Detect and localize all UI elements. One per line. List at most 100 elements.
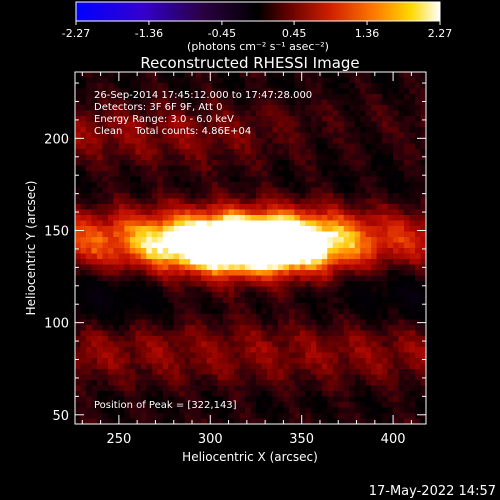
heatmap-cell [80, 407, 87, 414]
heatmap-cell [398, 182, 405, 189]
heatmap-cell [75, 160, 82, 167]
heatmap-cell [91, 187, 98, 194]
heatmap-cell [305, 286, 312, 293]
heatmap-cell [135, 374, 142, 381]
heatmap-cell [168, 369, 175, 376]
heatmap-cell [107, 380, 114, 387]
heatmap-cell [349, 237, 356, 244]
heatmap-cell [332, 149, 339, 156]
heatmap-cell [332, 325, 339, 332]
heatmap-cell [217, 380, 224, 387]
heatmap-cell [206, 105, 213, 112]
heatmap-cell [250, 292, 257, 299]
heatmap-cell [420, 314, 426, 321]
heatmap-cell [371, 226, 378, 233]
heatmap-cell [201, 385, 208, 392]
heatmap-cell [91, 314, 98, 321]
heatmap-cell [404, 138, 411, 145]
heatmap-cell [360, 127, 367, 134]
heatmap-cell [179, 154, 186, 161]
heatmap-cell [294, 286, 301, 293]
heatmap-cell [140, 380, 147, 387]
heatmap-cell [250, 418, 257, 424]
heatmap-cell [113, 165, 120, 172]
heatmap-cell [398, 215, 405, 222]
heatmap-cell [250, 121, 257, 128]
heatmap-cell [365, 402, 372, 409]
heatmap-cell [162, 88, 169, 95]
heatmap-cell [250, 391, 257, 398]
heatmap-cell [173, 187, 180, 194]
heatmap-cell [332, 248, 339, 255]
heatmap-cell [223, 198, 230, 205]
heatmap-cell [124, 292, 131, 299]
heatmap-cell [404, 72, 411, 79]
heatmap-cell [179, 281, 186, 288]
heatmap-cell [255, 314, 263, 321]
heatmap-cell [96, 88, 104, 95]
heatmap-cell [393, 330, 400, 337]
heatmap-cell [80, 127, 87, 134]
heatmap-cell [146, 270, 153, 277]
heatmap-cell [409, 215, 416, 222]
heatmap-cell [277, 341, 284, 348]
heatmap-cell [283, 99, 290, 106]
heatmap-cell [195, 264, 202, 271]
heatmap-cell [206, 319, 213, 326]
heatmap-cell [124, 77, 131, 84]
colorbar-tick-label: -2.27 [62, 27, 90, 40]
heatmap-cell [398, 165, 405, 172]
heatmap-cell [283, 363, 290, 370]
heatmap-cell [288, 369, 295, 376]
heatmap-cell [239, 380, 246, 387]
heatmap-cell [206, 226, 213, 233]
heatmap-cell [261, 352, 268, 359]
heatmap-cell [96, 253, 104, 260]
heatmap-cell [387, 259, 394, 266]
heatmap-cell [80, 336, 87, 343]
heatmap-cell [305, 182, 312, 189]
heatmap-cell [321, 303, 328, 310]
heatmap-cell [371, 248, 378, 255]
heatmap-cell [382, 358, 389, 365]
heatmap-cell [305, 253, 312, 260]
heatmap-cell [415, 165, 422, 172]
heatmap-cell [135, 220, 142, 227]
heatmap-cell [338, 165, 345, 172]
heatmap-cell [129, 176, 136, 183]
heatmap-cell [266, 231, 274, 238]
heatmap-cell [162, 336, 169, 343]
heatmap-cell [360, 314, 367, 321]
heatmap-cell [316, 209, 323, 216]
heatmap-cell [294, 72, 301, 79]
heatmap-cell [124, 215, 131, 222]
heatmap-cell [223, 407, 230, 414]
heatmap-cell [146, 105, 153, 112]
heatmap-cell [102, 352, 109, 359]
heatmap-cell [332, 88, 339, 95]
heatmap-cell [184, 143, 191, 150]
heatmap-cell [157, 127, 164, 134]
heatmap-cell [332, 413, 339, 420]
heatmap-cell [184, 297, 191, 304]
heatmap-cell [107, 336, 114, 343]
heatmap-cell [343, 198, 350, 205]
heatmap-cell [266, 165, 274, 172]
heatmap-cell [168, 154, 175, 161]
heatmap-cell [409, 369, 416, 376]
heatmap-cell [91, 264, 98, 271]
heatmap-cell [91, 391, 98, 398]
heatmap-cell [349, 193, 356, 200]
heatmap-cell [223, 292, 230, 299]
heatmap-cell [234, 391, 241, 398]
heatmap-cell [184, 105, 191, 112]
heatmap-cell [398, 363, 405, 370]
heatmap-cell [387, 94, 394, 101]
heatmap-cell [80, 374, 87, 381]
heatmap-cell [283, 110, 290, 117]
heatmap-cell [91, 413, 98, 420]
heatmap-cell [157, 303, 164, 310]
heatmap-cell [250, 165, 257, 172]
heatmap-cell [255, 413, 263, 420]
heatmap-cell [338, 88, 345, 95]
